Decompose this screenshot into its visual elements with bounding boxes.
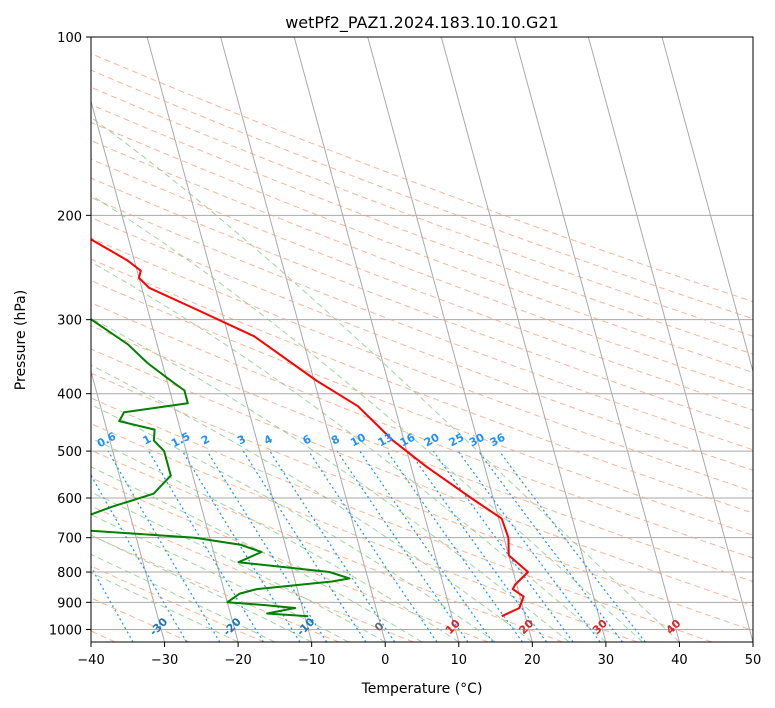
moist-adiabat xyxy=(91,534,312,642)
y-tick-label: 500 xyxy=(57,445,82,460)
moist-adiabat xyxy=(91,514,349,642)
dry-adiabat xyxy=(91,348,753,607)
isotherm xyxy=(91,99,239,642)
y-tick-label: 900 xyxy=(57,596,82,611)
mixing-ratio-label: 16 xyxy=(398,431,418,450)
x-tick-label: −30 xyxy=(151,653,178,668)
dry-adiabat xyxy=(91,372,753,632)
dry-adiabat xyxy=(91,324,753,583)
isotherm xyxy=(514,37,680,642)
y-tick-label: 600 xyxy=(57,492,82,507)
isotherm xyxy=(293,37,460,642)
y-axis-label: Pressure (hPa) xyxy=(13,290,29,390)
mixing-ratio-label: 20 xyxy=(422,431,442,450)
mixing-ratio-line xyxy=(386,450,523,642)
mixing-ratio-line xyxy=(408,450,548,642)
dry-adiabat xyxy=(91,397,712,642)
x-tick-label: 10 xyxy=(451,653,468,668)
mixing-ratio-line xyxy=(107,450,221,642)
x-axis-label: Temperature (°C) xyxy=(361,681,483,697)
y-tick-label: 300 xyxy=(57,314,82,329)
mixing-ratio-line xyxy=(478,450,624,642)
mixing-ratio-line xyxy=(91,474,188,642)
mixing-ratio-line xyxy=(498,450,646,642)
dry-adiabat xyxy=(91,302,753,559)
mixing-ratio-line xyxy=(148,450,265,642)
x-tick-label: −20 xyxy=(224,653,251,668)
chart-title: wetPf2_PAZ1.2024.183.10.10.G21 xyxy=(285,13,559,33)
x-tick-label: −40 xyxy=(77,653,104,668)
isotherm xyxy=(587,37,753,642)
x-tick-label: 30 xyxy=(598,653,615,668)
moist-adiabat xyxy=(91,317,570,642)
moist-adiabat xyxy=(91,364,533,642)
dry-adiabat xyxy=(91,69,753,320)
dry-adiabat xyxy=(91,121,753,373)
x-tick-label: 50 xyxy=(745,653,762,668)
dry-adiabat xyxy=(91,177,753,431)
isotherm xyxy=(440,37,607,642)
y-tick-label: 1000 xyxy=(49,623,82,638)
y-tick-label: 200 xyxy=(57,209,82,224)
moist-adiabat xyxy=(91,466,423,642)
dry-adiabat xyxy=(91,597,190,642)
temperature-profile-line xyxy=(91,238,529,618)
mixing-ratio-line xyxy=(269,450,396,642)
dry-adiabat xyxy=(91,505,414,642)
moist-adiabat xyxy=(91,194,644,642)
isotherm xyxy=(146,37,313,642)
mixing-ratio-label: 36 xyxy=(488,431,508,450)
moist-adiabat xyxy=(91,437,460,642)
x-tick-label: 0 xyxy=(381,653,389,668)
dewpoint-profile-line xyxy=(91,318,351,618)
mixing-ratio-label: 10 xyxy=(348,431,368,450)
moist-adiabat xyxy=(91,261,607,642)
dry-adiabat xyxy=(91,86,753,337)
dry-adiabat xyxy=(91,477,489,642)
y-tick-label: 800 xyxy=(57,566,82,581)
mixing-ratio-label: 25 xyxy=(447,431,467,450)
isotherm xyxy=(367,37,533,642)
dry-adiabat xyxy=(91,279,753,536)
plot-frame xyxy=(90,36,754,643)
mixing-ratio-line xyxy=(359,450,494,642)
y-tick-label: 400 xyxy=(57,388,82,403)
y-tick-label: 100 xyxy=(57,31,82,46)
isotherm xyxy=(661,37,753,374)
dry-adiabat xyxy=(91,237,753,492)
x-tick-label: −10 xyxy=(298,653,325,668)
isotherm xyxy=(91,369,166,642)
mixing-ratio-line xyxy=(336,450,469,642)
mixing-ratio-line xyxy=(242,450,367,642)
isotherm xyxy=(220,37,386,642)
mixing-ratio-label: 30 xyxy=(467,431,487,450)
moist-adiabat xyxy=(91,116,680,642)
moist-adiabat xyxy=(91,404,496,642)
y-tick-label: 700 xyxy=(57,532,82,547)
mixing-ratio-label: 13 xyxy=(376,431,396,450)
x-tick-label: 40 xyxy=(671,653,688,668)
x-tick-label: 20 xyxy=(524,653,541,668)
